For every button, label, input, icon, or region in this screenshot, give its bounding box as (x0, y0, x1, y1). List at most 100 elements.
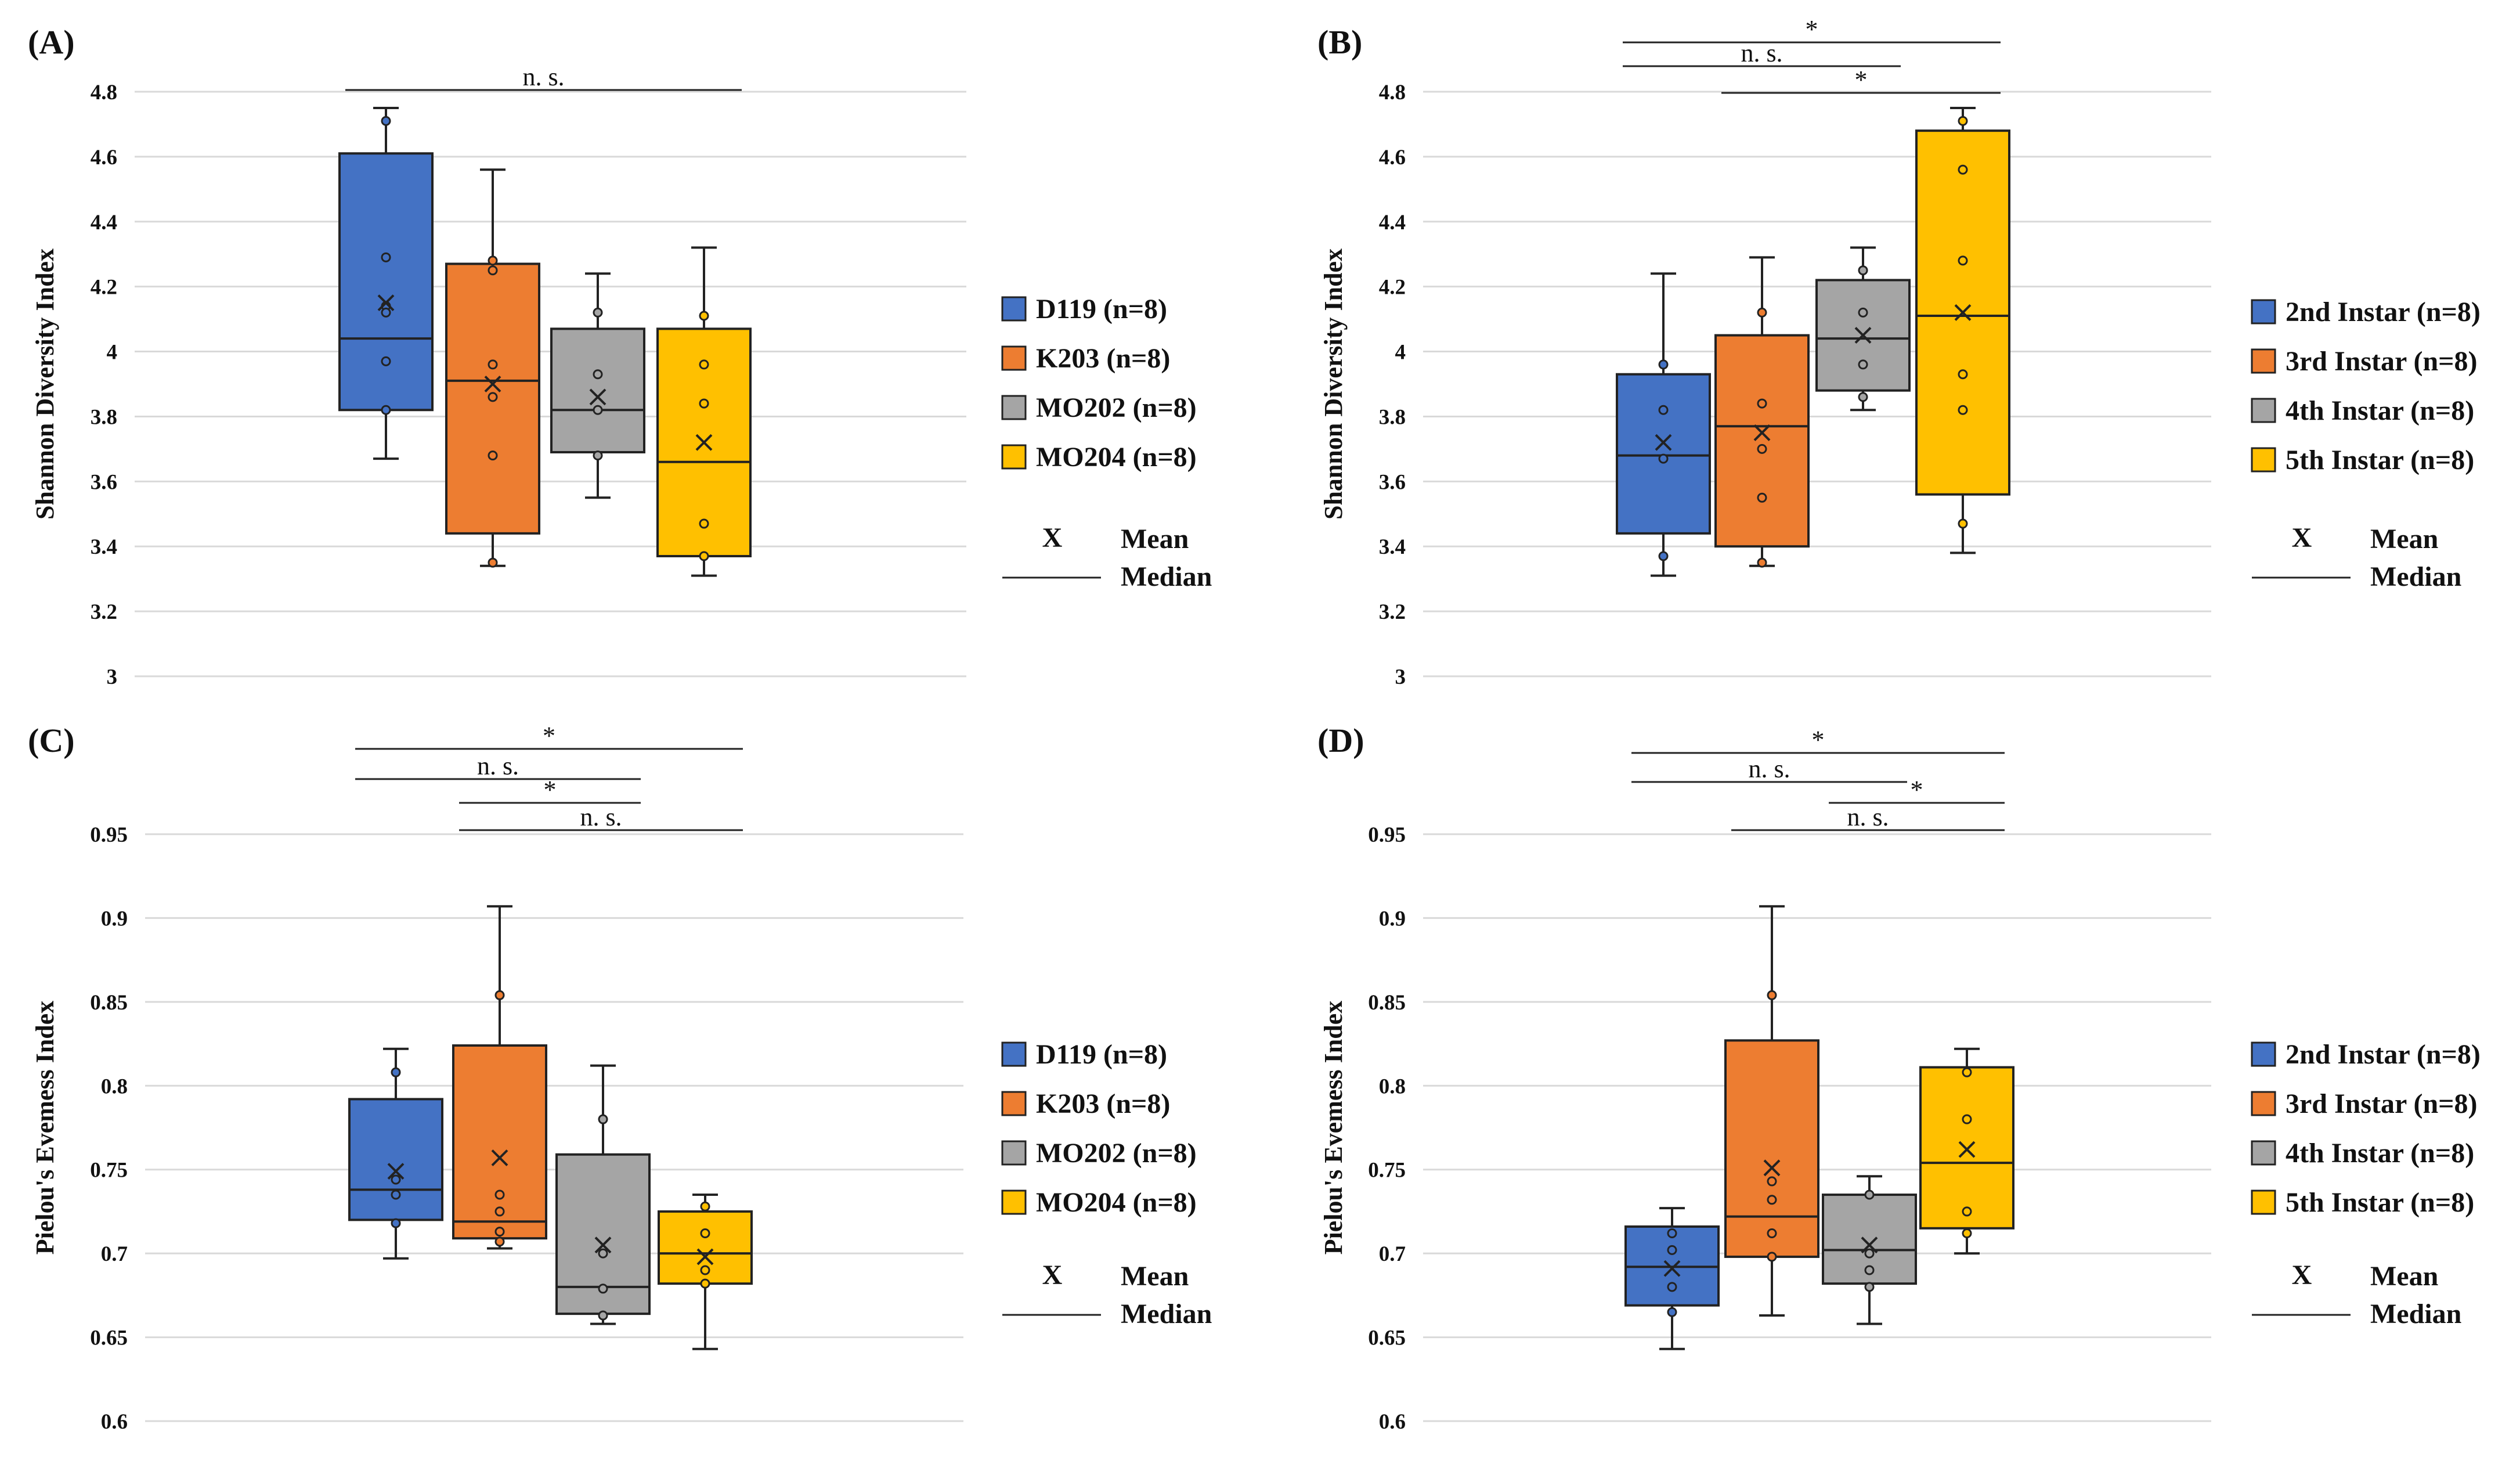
y-tick-label: 3.8 (1379, 405, 1406, 429)
y-tick-label: 0.75 (90, 1159, 128, 1183)
data-point (1864, 1189, 1875, 1200)
data-point (1658, 359, 1669, 370)
data-point (700, 1228, 710, 1238)
box-1 (1616, 272, 1711, 577)
data-point (598, 1248, 608, 1259)
data-point (391, 1174, 401, 1185)
mean-marker (589, 388, 606, 406)
legend-entry: MO202 (n=8) (1036, 392, 1197, 423)
box-4 (656, 246, 752, 577)
chart-panel-1: (A) 3 3.2 3.4 3.6 3.8 4 4.2 4.4 4.6 4.8 Shannon Div… (28, 23, 1212, 689)
legend-entry: 5th Instar (n=8) (2286, 445, 2474, 475)
legend-entry: 4th Instar (n=8) (2286, 395, 2474, 426)
box-2 (445, 168, 540, 568)
y-tick-label: 0.7 (101, 1242, 128, 1266)
box-1 (1624, 1207, 1720, 1350)
data-point (1667, 1307, 1677, 1317)
legend-entry: D119 (n=8) (1036, 294, 1167, 325)
legend-entry: 5th Instar (n=8) (2286, 1187, 2474, 1218)
legend-mean-symbol: X (2292, 522, 2312, 553)
legend-mean-label: Mean (1121, 1261, 1189, 1292)
data-point (381, 252, 391, 262)
y-tick-label: 4.2 (1379, 276, 1406, 300)
data-point (1658, 453, 1669, 464)
legend-mean-symbol: X (2292, 1260, 2312, 1290)
data-point (1958, 405, 1968, 415)
box-3 (1822, 1175, 1917, 1325)
legend-swatch (2251, 1140, 2276, 1166)
legend-swatch (2251, 1091, 2276, 1116)
data-point (1757, 444, 1767, 454)
chart-panel-2: (B) 3 3.2 3.4 3.6 3.8 4 4.2 4.4 4.6 4.8 Shannon Div… (1317, 15, 2481, 689)
data-point (1757, 557, 1767, 568)
iqr-box (1919, 1066, 2014, 1230)
data-point (593, 307, 603, 318)
y-tick-label: 3.8 (91, 405, 117, 429)
legend-swatch (1001, 1091, 1027, 1116)
legend-swatch (2251, 348, 2276, 374)
data-point (494, 1189, 505, 1200)
data-point (1958, 255, 1968, 266)
data-point (1767, 1176, 1777, 1187)
mean-marker (377, 294, 395, 312)
legend-entry: MO204 (n=8) (1036, 1187, 1197, 1218)
data-point (494, 1206, 505, 1217)
data-point (1864, 1282, 1875, 1292)
mean-marker (484, 376, 501, 392)
panel-label: (C) (28, 722, 75, 759)
box-2 (1714, 256, 1810, 568)
y-tick-label: 4.8 (1379, 81, 1406, 104)
legend-swatch (2251, 1041, 2276, 1067)
box-4 (658, 1194, 753, 1350)
chart-panel-3: (C) 0.6 0.65 0.7 0.75 0.8 0.85 0.9 0.95 Pielou's … (28, 722, 1212, 1434)
significance-label: * (1806, 15, 1818, 44)
iqr-box (338, 152, 434, 412)
box-3 (555, 1064, 651, 1325)
mean-marker (491, 1149, 508, 1166)
data-point (1958, 518, 1968, 529)
y-tick-label: 0.95 (90, 823, 128, 847)
legend-swatch (1001, 345, 1027, 371)
y-tick-label: 3.4 (1379, 535, 1406, 559)
panel-label: (A) (28, 23, 75, 61)
legend-median-label: Median (1121, 1299, 1212, 1329)
legend-swatch (1001, 1041, 1027, 1067)
y-tick-label: 3.6 (1379, 470, 1406, 494)
data-point (1962, 1206, 1972, 1217)
data-point (699, 398, 709, 409)
data-point (488, 359, 498, 370)
panel-label: (B) (1317, 23, 1362, 61)
y-tick-label: 3 (1395, 665, 1406, 689)
mean-marker (1854, 327, 1872, 344)
significance-label: * (544, 776, 557, 804)
significance-label: n. s. (1741, 39, 1782, 67)
y-tick-label: 3.2 (91, 600, 117, 624)
legend-entry: K203 (n=8) (1036, 343, 1170, 374)
data-point (391, 1067, 401, 1077)
significance-label: n. s. (1748, 755, 1790, 783)
data-point (1858, 265, 1868, 276)
mean-marker (1753, 424, 1771, 441)
mean-marker (1655, 434, 1672, 451)
data-point (488, 450, 498, 461)
y-tick-label: 3.6 (91, 470, 117, 494)
legend-entry: D119 (n=8) (1036, 1039, 1167, 1070)
legend-median-label: Median (2370, 561, 2461, 592)
mean-marker (594, 1237, 612, 1254)
legend-mean-symbol: X (1042, 1260, 1063, 1290)
box-3 (1815, 246, 1911, 412)
data-point (700, 1278, 710, 1289)
data-point (700, 1201, 710, 1212)
box-2 (1724, 905, 1819, 1317)
legend-swatch (2251, 398, 2276, 423)
data-point (391, 1189, 401, 1200)
legend-swatch (1001, 395, 1027, 420)
y-tick-label: 4.8 (91, 81, 117, 104)
box-4 (1915, 106, 2010, 554)
data-point (700, 1265, 710, 1275)
data-point (381, 356, 391, 366)
legend-swatch (1001, 296, 1027, 322)
data-point (381, 405, 391, 415)
data-point (593, 405, 603, 415)
y-tick-label: 0.9 (1379, 907, 1406, 931)
